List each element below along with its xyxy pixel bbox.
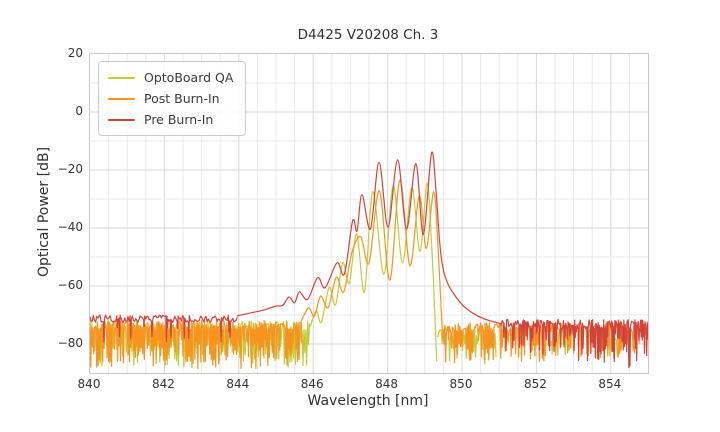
legend-swatch [108, 76, 135, 79]
x-tick-label: 844 [226, 377, 250, 391]
legend-item-post-burn-in: Post Burn-In [108, 88, 233, 109]
legend-label: Post Burn-In [144, 91, 220, 106]
y-tick-label: −40 [57, 219, 83, 234]
legend-swatch [108, 118, 135, 121]
legend-item-optoboard-qa: OptoBoard QA [108, 67, 233, 88]
y-tick-label: 0 [75, 103, 83, 118]
legend-label: Pre Burn-In [144, 112, 214, 127]
y-tick-label: −80 [57, 335, 83, 350]
plot-area: OptoBoard QA Post Burn-In Pre Burn-In [89, 53, 649, 374]
x-tick-label: 854 [598, 377, 622, 391]
y-tick-label: −20 [57, 161, 83, 176]
series-segment [236, 151, 502, 325]
x-tick-label: 840 [77, 377, 101, 391]
legend-item-pre-burn-in: Pre Burn-In [108, 109, 233, 130]
legend: OptoBoard QA Post Burn-In Pre Burn-In [98, 61, 247, 136]
chart-title: D4425 V20208 Ch. 3 [297, 27, 439, 43]
series-pre-burn-in [90, 151, 648, 369]
y-tick-label: −60 [57, 277, 83, 292]
series-segment [90, 314, 238, 343]
y-tick-label: 20 [67, 45, 83, 60]
series-segment [500, 318, 648, 369]
x-tick-label: 850 [449, 377, 473, 391]
legend-label: OptoBoard QA [144, 70, 234, 85]
x-tick-label: 848 [375, 377, 399, 391]
legend-swatch [108, 97, 135, 100]
x-axis-label: Wavelength [nm] [307, 393, 429, 409]
series-segment [300, 179, 444, 339]
x-tick-label: 852 [523, 377, 547, 391]
x-tick-label: 846 [300, 377, 324, 391]
x-tick-label: 842 [151, 377, 175, 391]
